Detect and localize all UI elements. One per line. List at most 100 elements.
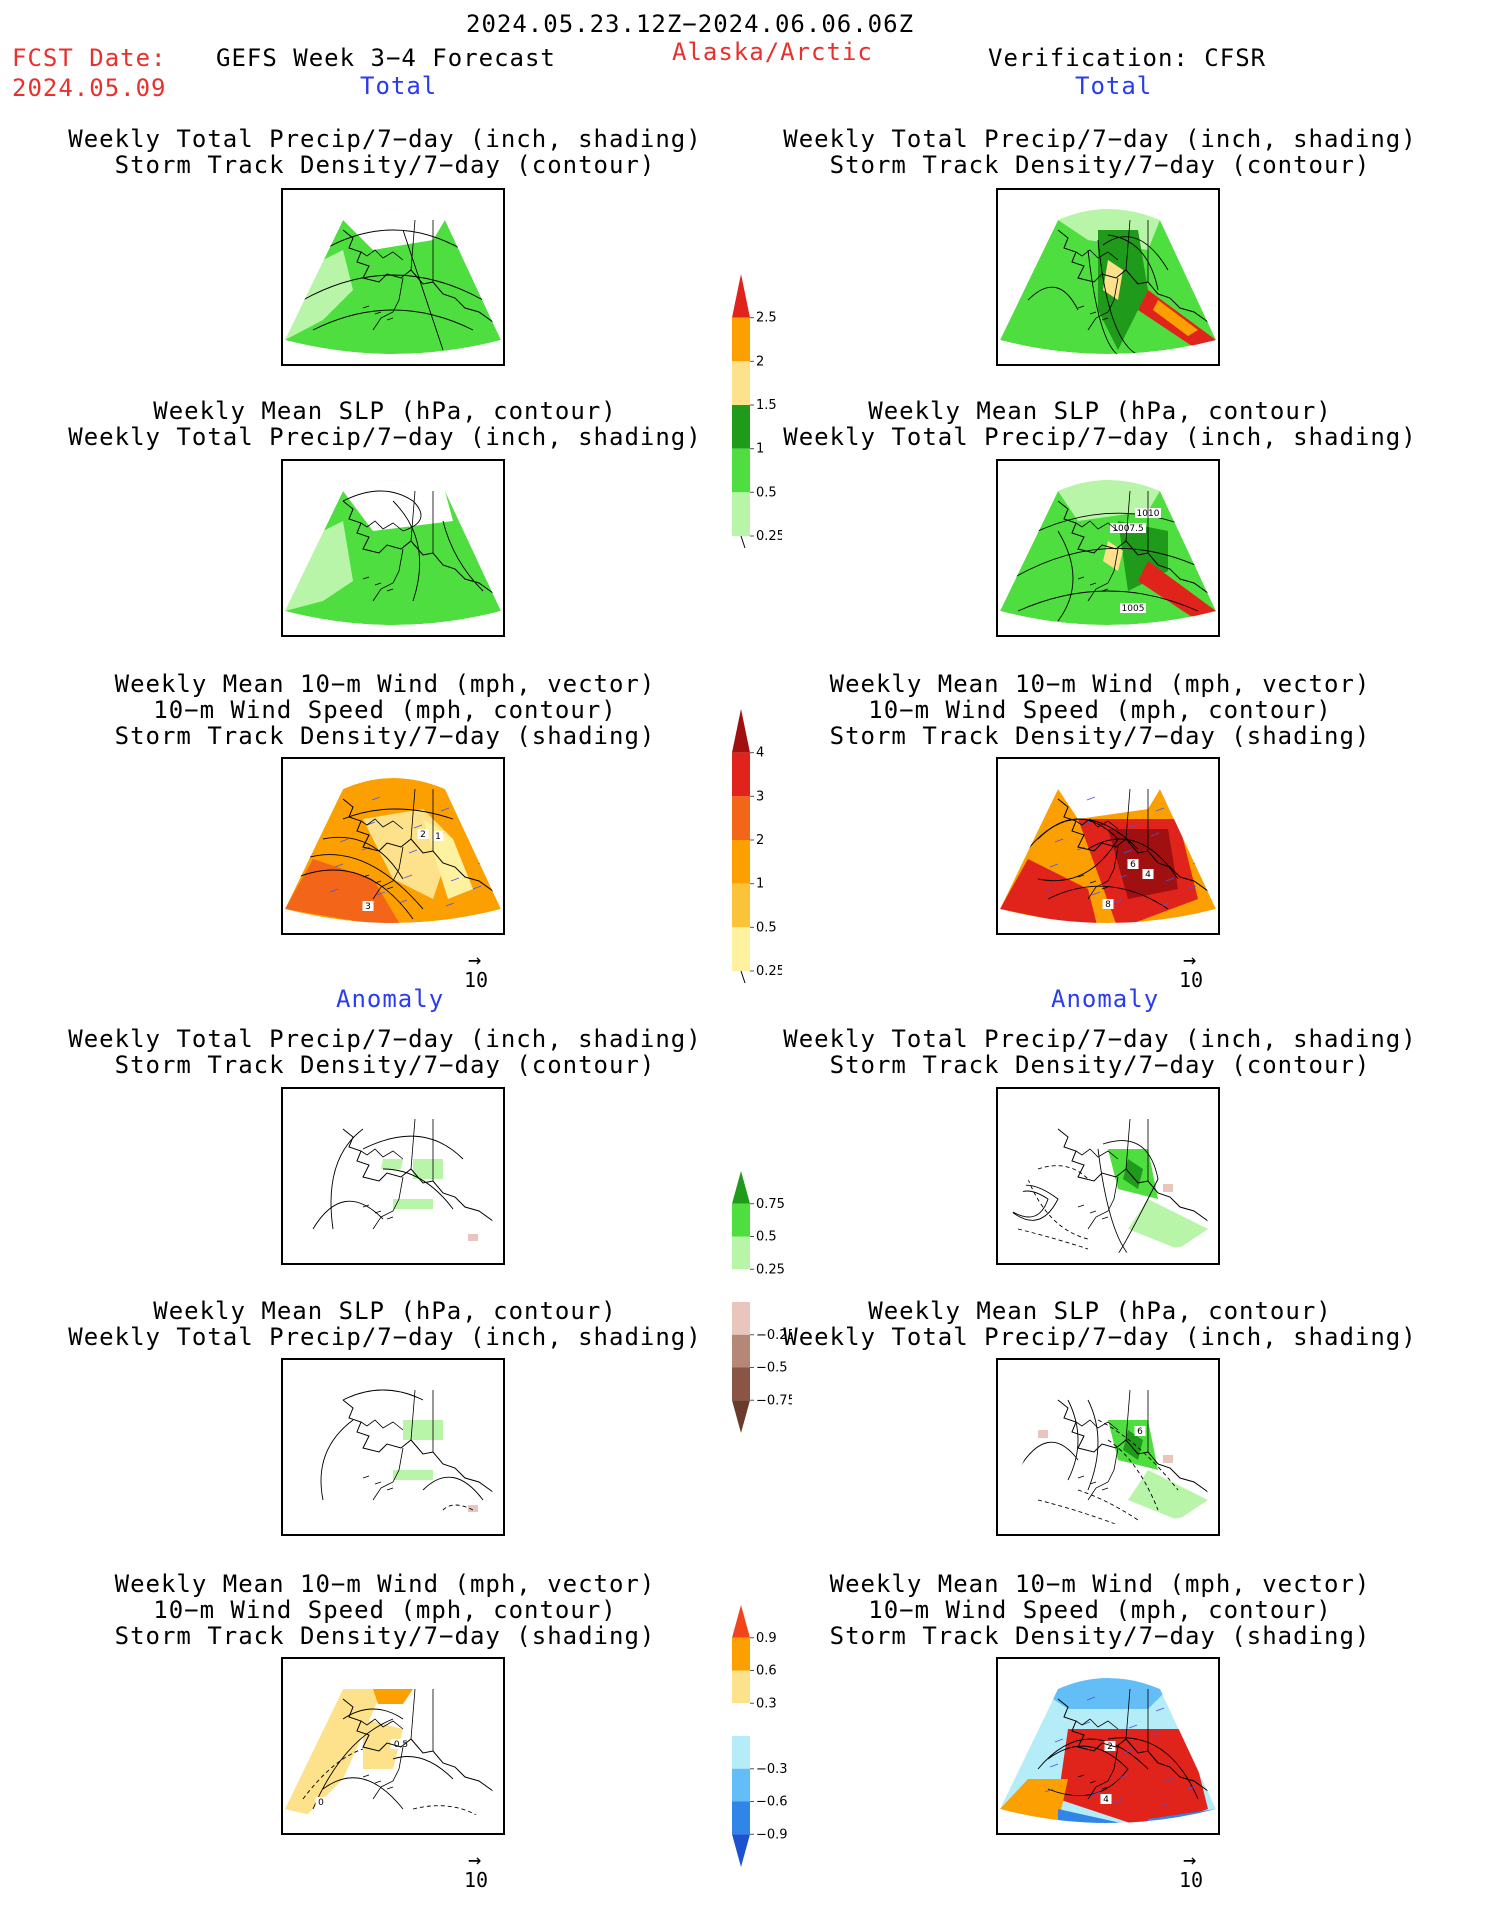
contour-label: 8 <box>1105 900 1111 910</box>
contour-line <box>1097 239 1139 356</box>
colorbar-swatch <box>732 1670 750 1704</box>
arrow-right-icon: → <box>468 948 482 973</box>
contour-label: 2 <box>1107 1742 1113 1752</box>
wind-vector <box>1128 824 1138 829</box>
shading-region <box>1038 1678 1168 1709</box>
contour-line <box>302 274 484 301</box>
colorbar-swatch <box>732 274 750 318</box>
contour-label: 1005 <box>1122 604 1145 614</box>
panel-title: Weekly Mean SLP (hPa, contour) Weekly Tot… <box>783 1297 1417 1351</box>
shading-region <box>1123 1430 1143 1460</box>
wind-vector <box>1123 849 1133 854</box>
shading-region <box>373 1689 413 1704</box>
colorbar-swatch <box>732 317 750 362</box>
colorbar-label: −0.25 <box>756 1328 792 1343</box>
contour-label-bg <box>1134 1426 1146 1436</box>
contour-line <box>392 1756 454 1780</box>
contour-line <box>1007 547 1209 582</box>
colorbar-swatch <box>732 1334 750 1368</box>
coastline <box>360 788 434 900</box>
colorbar-label: 2.5 <box>756 311 777 326</box>
colorbar-precip-total: 2.5 2 1.5 1 0.5 0.25 <box>732 274 782 549</box>
shading-region <box>1128 1199 1208 1249</box>
shading-region <box>468 1234 478 1241</box>
wind-vector <box>1123 1749 1133 1754</box>
map-svg: 64 8 <box>998 759 1218 933</box>
contour-line <box>1027 286 1079 311</box>
contour-line <box>422 1476 484 1501</box>
coastline <box>360 219 434 331</box>
colorbar-storm-total: 4 3 2 1 0.5 0.25 <box>732 709 782 984</box>
contour-line <box>312 309 474 331</box>
wind-vector <box>361 846 371 851</box>
coastline <box>342 798 494 892</box>
colorbar-precip-anom: 0.75 0.5 0.25 −0.25 −0.5 −0.75 <box>732 1171 792 1433</box>
shading-region <box>1123 1159 1143 1189</box>
coastline <box>1077 576 1109 592</box>
shading-region <box>1128 1470 1208 1520</box>
product-title: GEFS Week 3−4 Forecast <box>216 44 556 72</box>
shading-region <box>343 209 445 250</box>
contour-line <box>1107 234 1159 291</box>
colorbar-swatch <box>732 405 750 449</box>
wind-vector <box>450 877 460 882</box>
contour-line <box>1017 590 1199 612</box>
map-svg <box>283 190 503 364</box>
colorbar-label: 0.3 <box>756 1696 777 1711</box>
wind-vector <box>472 885 482 890</box>
colorbar-label: 2 <box>756 833 764 848</box>
panel-title: Weekly Total Precip/7−day (inch, shading… <box>783 1025 1417 1079</box>
wind-vector <box>1049 1763 1059 1768</box>
coastline <box>1075 490 1149 602</box>
wind-vector <box>1187 1785 1197 1790</box>
wind-vector <box>1076 846 1086 851</box>
section-anomaly-right: Anomaly <box>1051 985 1160 1013</box>
colorbar-label: 0.75 <box>756 1197 785 1212</box>
map-panel: 1010 1007.5 1005 <box>996 459 1220 637</box>
contour-label-bg <box>1104 1741 1116 1751</box>
shading-region <box>1058 778 1160 819</box>
coastline <box>1075 219 1149 331</box>
contour-line <box>402 229 444 351</box>
contour-line <box>1017 1441 1079 1471</box>
colorbar-swatch <box>732 1203 750 1237</box>
map-outside-mask <box>998 759 1218 933</box>
shading-region <box>393 1199 433 1209</box>
contour-label: 1 <box>435 832 441 842</box>
map-svg <box>283 461 503 635</box>
map-outside-mask <box>998 1659 1218 1833</box>
map-panel: 6 <box>996 1358 1220 1536</box>
panel-title: Weekly Total Precip/7−day (inch, shading… <box>68 1025 702 1079</box>
wind-vector <box>1091 1791 1101 1796</box>
contour-line <box>1087 838 1179 880</box>
shading-region <box>343 480 453 531</box>
map-outside-mask <box>998 1360 1218 1534</box>
shading-region <box>468 1505 478 1512</box>
contour-line <box>442 1504 474 1511</box>
colorbar-swatch <box>732 1834 750 1867</box>
contour-line <box>1037 1165 1089 1180</box>
contour-label-bg <box>1127 859 1139 869</box>
wind-vector <box>1054 838 1064 843</box>
contour-line <box>302 854 424 910</box>
shading-region <box>285 521 353 611</box>
wind-vector <box>1118 1774 1128 1779</box>
colorbar-swatch <box>732 796 750 840</box>
contour-label: 3 <box>365 902 371 912</box>
map-panel <box>281 188 505 366</box>
shading-region <box>1108 829 1178 899</box>
colorbar-swatch <box>732 1637 750 1671</box>
coastline <box>1057 798 1209 892</box>
panel-title: Weekly Mean SLP (hPa, contour) Weekly Tot… <box>68 1297 702 1351</box>
map-outside-mask <box>283 759 503 933</box>
wind-vector <box>413 824 423 829</box>
wind-vector <box>1187 885 1197 890</box>
colorbar-label: 0.5 <box>756 1230 777 1245</box>
coastline <box>362 1204 394 1220</box>
contour-label-bg <box>432 831 444 841</box>
wind-vector <box>1113 899 1123 904</box>
wind-vector <box>376 891 386 896</box>
colorbar-label: −0.5 <box>756 1361 788 1376</box>
wind-vector <box>339 838 349 843</box>
